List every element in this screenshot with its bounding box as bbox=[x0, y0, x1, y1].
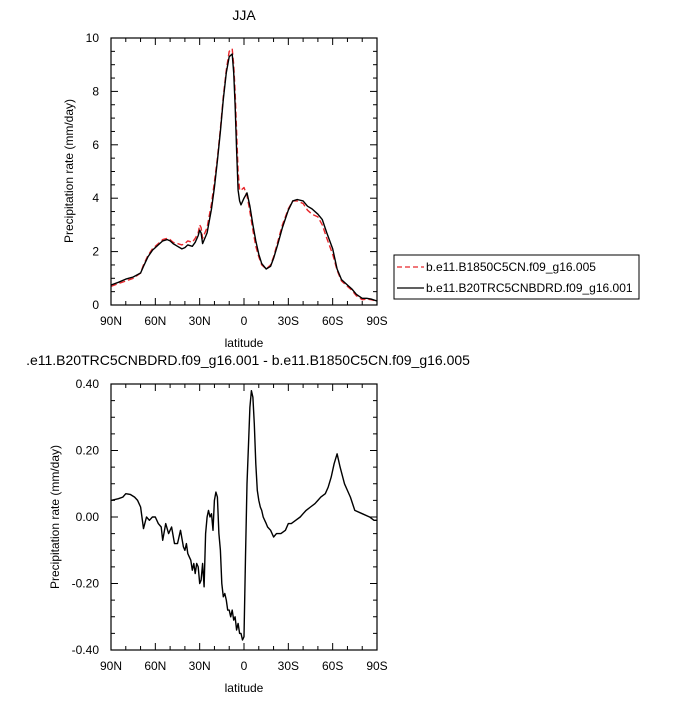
top-y-tick-label: 2 bbox=[92, 245, 99, 259]
bottom-x-tick-label: 30N bbox=[189, 659, 211, 673]
top-x-tick-label: 90S bbox=[366, 314, 387, 328]
top-x-tick-label: 30S bbox=[278, 314, 299, 328]
bottom-y-tick-label: 0.40 bbox=[76, 377, 100, 391]
top-y-ticks: 0 2 4 6 8 10 bbox=[86, 31, 377, 312]
top-x-axis-label: latitude bbox=[225, 336, 264, 350]
bottom-x-tick-label: 60S bbox=[322, 659, 343, 673]
bottom-y-axis-label: Precipitation rate (mm/day) bbox=[48, 445, 62, 589]
bottom-x-tick-label: 90N bbox=[100, 659, 122, 673]
top-series-group bbox=[110, 48, 378, 302]
top-x-tick-label: 60N bbox=[144, 314, 166, 328]
top-y-tick-label: 8 bbox=[92, 84, 99, 98]
bottom-x-tick-label: 90S bbox=[366, 659, 387, 673]
top-panel: JJA 0 2 4 6 8 10 90N 60N 30N 0 30S 60S 90S latitude… bbox=[62, 7, 640, 350]
top-legend: b.e11.B1850C5CN.f09_g16.005 b.e11.B20TRC… bbox=[393, 254, 640, 300]
bottom-plot-frame bbox=[110, 383, 378, 651]
top-y-tick-label: 10 bbox=[86, 31, 100, 45]
top-x-ticks: 90N 60N 30N 0 30S 60S 90S bbox=[100, 38, 388, 328]
legend-box bbox=[393, 254, 640, 300]
top-y-tick-label: 4 bbox=[92, 191, 99, 205]
legend-label-2: b.e11.B20TRC5CNBDRD.f09_g16.001 bbox=[426, 281, 633, 295]
top-y-axis-label: Precipitation rate (mm/day) bbox=[62, 99, 76, 243]
bottom-series-line-1 bbox=[110, 390, 377, 641]
top-x-tick-label: 30N bbox=[189, 314, 211, 328]
bottom-x-tick-label: 0 bbox=[241, 659, 248, 673]
top-chart-title: JJA bbox=[232, 7, 256, 23]
top-x-tick-label: 60S bbox=[322, 314, 343, 328]
top-y-tick-label: 6 bbox=[92, 138, 99, 152]
bottom-chart-title: .e11.B20TRC5CNBDRD.f09_g16.001 - b.e11.B… bbox=[26, 352, 470, 368]
top-x-tick-label: 90N bbox=[100, 314, 122, 328]
legend-label-1: b.e11.B1850C5CN.f09_g16.005 bbox=[426, 260, 596, 274]
bottom-series-group bbox=[110, 390, 377, 641]
top-series-line-2 bbox=[110, 53, 378, 302]
bottom-x-ticks: 90N 60N 30N 0 30S 60S 90S bbox=[100, 384, 388, 673]
bottom-y-tick-label: -0.20 bbox=[72, 577, 100, 591]
top-y-tick-label: 0 bbox=[92, 298, 99, 312]
bottom-x-axis-label: latitude bbox=[225, 681, 264, 695]
top-plot-frame bbox=[110, 37, 378, 306]
top-x-tick-label: 0 bbox=[241, 314, 248, 328]
bottom-y-tick-label: 0.20 bbox=[76, 444, 100, 458]
bottom-y-tick-label: -0.40 bbox=[72, 643, 100, 657]
bottom-x-tick-label: 30S bbox=[278, 659, 299, 673]
bottom-panel: .e11.B20TRC5CNBDRD.f09_g16.001 - b.e11.B… bbox=[26, 352, 470, 695]
top-series-line-1 bbox=[110, 48, 378, 302]
bottom-y-tick-label: 0.00 bbox=[76, 510, 100, 524]
bottom-x-tick-label: 60N bbox=[144, 659, 166, 673]
bottom-y-ticks: -0.40 -0.20 0.00 0.20 0.40 bbox=[72, 377, 377, 657]
